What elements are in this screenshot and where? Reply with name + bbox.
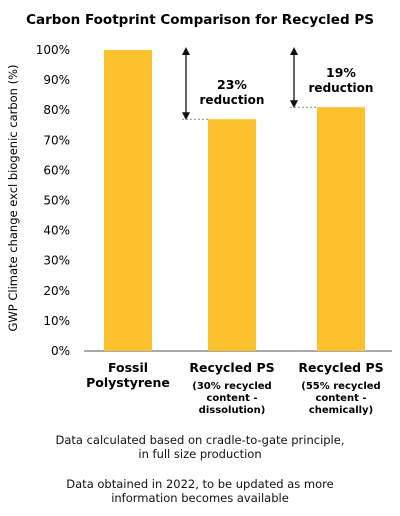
bars (104, 50, 365, 351)
footnote-calculation: Data calculated based on cradle-to-gate … (0, 433, 400, 461)
bar (317, 107, 365, 351)
x-category-sublabel: (30% recycled (192, 381, 271, 392)
y-tick-label: 40% (43, 224, 70, 238)
reduction-percent-label: 19% (326, 65, 356, 80)
y-tick-label: 60% (43, 163, 70, 177)
footnote-calculation-line-1: Data calculated based on cradle-to-gate … (55, 433, 345, 447)
x-category-label: Polystyrene (86, 375, 170, 390)
y-tick-label: 30% (43, 254, 70, 268)
y-tick-label: 0% (51, 344, 70, 358)
y-tick-label: 80% (43, 103, 70, 117)
chart-title: Carbon Footprint Comparison for Recycled… (26, 12, 374, 28)
footnote-calculation-line-2: in full size production (138, 447, 262, 461)
reduction-text-label: reduction (200, 93, 265, 107)
x-category-sublabel: dissolution) (199, 405, 266, 416)
y-tick-label: 90% (43, 73, 70, 87)
x-category-label: Recycled PS (298, 360, 383, 375)
x-category-label: Fossil (108, 360, 148, 375)
footnote-date-line-2: information becomes available (111, 491, 289, 505)
x-category-sublabel: chemically) (309, 405, 373, 416)
footnote-date-line-1: Data obtained in 2022, to be updated as … (66, 477, 334, 491)
y-axis-label: GWP Climate change excl biogenic carbon … (6, 64, 20, 331)
y-tick-label: 10% (43, 314, 70, 328)
y-axis-ticks: 0% 10% 20% 30% 40% 50% 60% 70% 80% 90% 100% (36, 43, 70, 358)
reduction-text-label: reduction (309, 81, 374, 95)
y-tick-label: 100% (36, 43, 70, 57)
footnote-date: Data obtained in 2022, to be updated as … (0, 477, 400, 505)
x-category-sublabel: (55% recycled (301, 381, 380, 392)
reduction-percent-label: 23% (217, 77, 247, 92)
y-tick-label: 50% (43, 194, 70, 208)
x-category-sublabel: content - (315, 393, 366, 404)
x-category-sublabel: content - (206, 393, 257, 404)
y-tick-label: 20% (43, 284, 70, 298)
x-category-label: Recycled PS (189, 360, 274, 375)
bar (104, 50, 152, 351)
y-tick-label: 70% (43, 133, 70, 147)
bar (208, 119, 256, 351)
